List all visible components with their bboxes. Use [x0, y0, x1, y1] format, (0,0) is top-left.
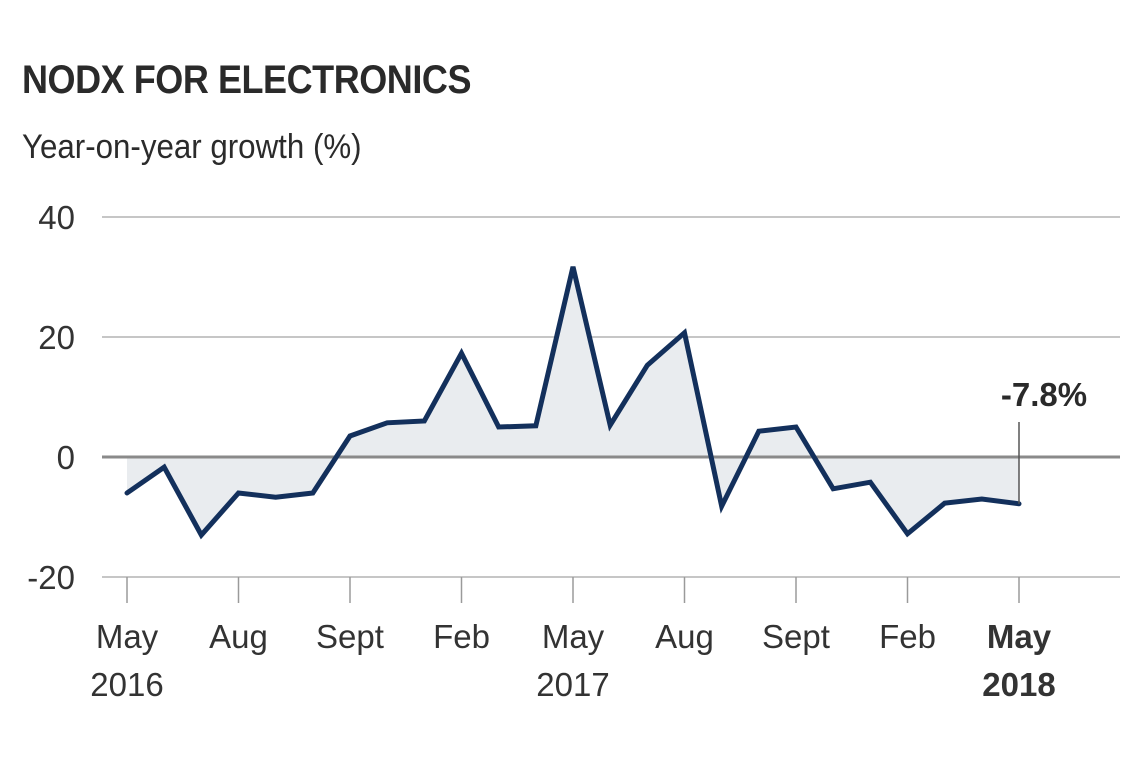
annotation-label: -7.8% [1001, 376, 1087, 413]
x-tick-label: Feb [879, 618, 936, 655]
x-tick-label: Feb [433, 618, 490, 655]
series-line [124, 266, 1022, 540]
y-tick-label: 0 [57, 439, 75, 476]
chart-title: NODX FOR ELECTRONICS [22, 58, 472, 102]
x-axis-ticks: May 2016 Aug Sept Feb May 2017 Aug Sept Feb May 201… [90, 577, 1056, 703]
x-tick-label: May [96, 618, 159, 655]
chart-subtitle: Year-on-year growth (%) [22, 128, 362, 166]
y-tick-label: 20 [38, 319, 75, 356]
y-tick-label: -20 [27, 559, 75, 596]
x-tick-year-label: 2017 [536, 666, 609, 703]
annotation: -7.8% [1001, 376, 1087, 504]
x-tick-label: Aug [655, 618, 714, 655]
x-tick-label: May [542, 618, 605, 655]
gridlines [102, 216, 1120, 578]
x-tick-label: Sept [762, 618, 830, 655]
x-tick-year-label: 2016 [90, 666, 163, 703]
y-axis-ticks: 40 20 0 -20 [27, 199, 75, 596]
x-tick-year-label: 2018 [982, 666, 1055, 703]
x-tick-label: May [987, 618, 1052, 655]
x-tick-label: Aug [209, 618, 268, 655]
x-tick-label: Sept [316, 618, 384, 655]
y-tick-label: 40 [38, 199, 75, 236]
area-fill [127, 266, 1019, 535]
